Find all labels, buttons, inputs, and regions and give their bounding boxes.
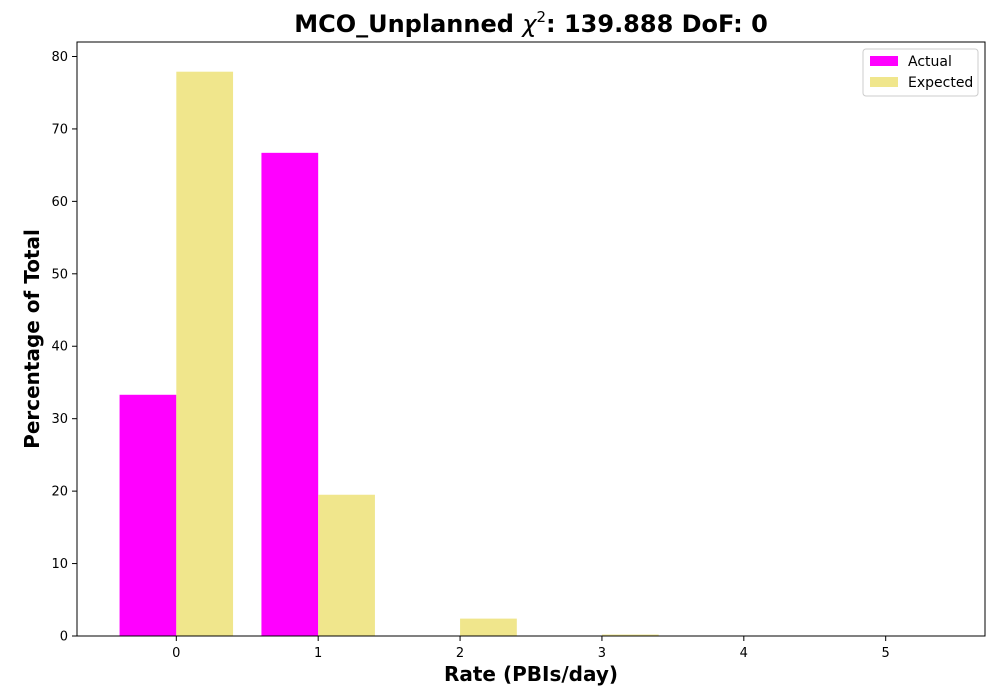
y-tick-label: 60 <box>51 195 68 210</box>
bar-expected-3 <box>601 634 659 636</box>
y-tick-label: 20 <box>51 485 68 500</box>
legend-label-expected: Expected <box>908 75 973 91</box>
legend: Actual Expected <box>862 48 979 97</box>
x-axis-label: Rate (PBIs/day) <box>444 662 618 686</box>
x-tick-label: 1 <box>314 646 322 661</box>
legend-label-actual: Actual <box>908 54 952 70</box>
x-tick-label: 5 <box>882 646 890 661</box>
bar-actual-0 <box>119 394 177 636</box>
y-tick-label: 70 <box>51 122 68 137</box>
chart-title: MCO_Unplanned χ2: 139.888 DoF: 0 <box>294 8 768 38</box>
y-tick-label: 50 <box>51 267 68 282</box>
legend-swatch-actual <box>870 56 898 66</box>
bar-expected-1 <box>318 494 375 636</box>
bar-expected-2 <box>460 618 517 636</box>
axes-frame <box>76 41 986 637</box>
x-tick-label: 3 <box>598 646 606 661</box>
y-tick-label: 30 <box>51 412 68 427</box>
y-tick-label: 40 <box>51 340 68 355</box>
x-tick-label: 4 <box>740 646 748 661</box>
y-tick-label: 10 <box>51 557 68 572</box>
bar-actual-1 <box>261 152 319 636</box>
x-tick-label: 0 <box>172 646 180 661</box>
bar-expected-0 <box>176 71 234 636</box>
x-tick-label: 2 <box>456 646 464 661</box>
y-axis-label: Percentage of Total <box>20 229 44 449</box>
y-tick-label: 0 <box>60 630 68 645</box>
y-tick-label: 80 <box>51 50 68 65</box>
legend-swatch-expected <box>870 77 898 87</box>
